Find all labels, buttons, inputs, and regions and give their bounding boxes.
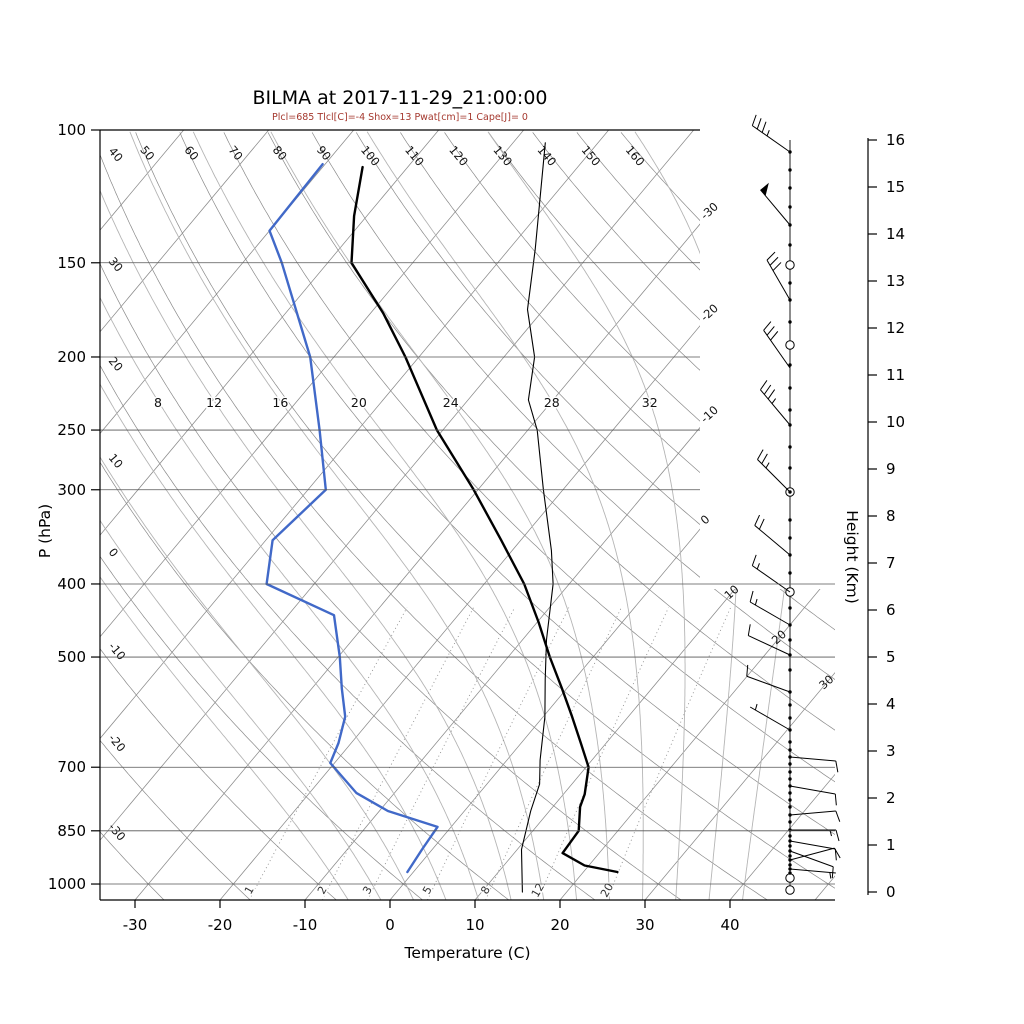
svg-text:200: 200 (57, 348, 86, 366)
svg-text:140: 140 (534, 143, 559, 169)
svg-text:160: 160 (623, 143, 648, 169)
profiles (265, 142, 619, 893)
svg-text:300: 300 (57, 481, 86, 499)
svg-text:32: 32 (642, 395, 658, 410)
svg-text:100: 100 (358, 143, 383, 169)
svg-text:-20: -20 (698, 301, 721, 324)
svg-text:5: 5 (420, 884, 435, 897)
svg-text:1000: 1000 (48, 875, 86, 893)
svg-text:-30: -30 (123, 916, 148, 934)
gridlines (100, 130, 835, 900)
svg-text:13: 13 (886, 272, 905, 290)
svg-text:12: 12 (206, 395, 222, 410)
height-axis-label: Height (Km) (843, 510, 861, 604)
svg-text:700: 700 (57, 758, 86, 776)
svg-text:2: 2 (886, 789, 896, 807)
svg-text:8: 8 (886, 507, 896, 525)
svg-text:28: 28 (544, 395, 560, 410)
sounding-indices-subtitle: Plcl=685 Tlcl[C]=-4 Shox=13 Pwat[cm]=1 C… (272, 112, 528, 123)
svg-text:110: 110 (402, 143, 427, 169)
svg-text:11: 11 (886, 366, 905, 384)
pressure-axis-label: P (hPa) (36, 503, 54, 559)
svg-text:24: 24 (443, 395, 459, 410)
svg-text:40: 40 (106, 144, 126, 164)
temperature-line (350, 165, 619, 874)
wind-barbs (746, 114, 841, 895)
svg-text:7: 7 (886, 554, 896, 572)
svg-text:4: 4 (886, 695, 896, 713)
svg-text:0: 0 (886, 883, 896, 901)
svg-text:0: 0 (106, 545, 121, 560)
svg-text:20: 20 (351, 395, 367, 410)
svg-text:5: 5 (886, 648, 896, 666)
svg-text:9: 9 (886, 460, 896, 478)
svg-text:-30: -30 (106, 820, 129, 843)
svg-text:0: 0 (385, 916, 395, 934)
svg-text:150: 150 (57, 254, 86, 272)
page-title: BILMA at 2017-11-29_21:00:00 (252, 87, 548, 109)
svg-text:150: 150 (579, 143, 604, 169)
x-axis-label: Temperature (C) (404, 944, 531, 962)
svg-text:10: 10 (721, 582, 741, 602)
svg-text:10: 10 (886, 413, 905, 431)
svg-text:30: 30 (106, 254, 126, 274)
svg-text:50: 50 (137, 143, 157, 163)
svg-text:20: 20 (550, 916, 569, 934)
svg-text:40: 40 (720, 916, 739, 934)
svg-text:-10: -10 (106, 639, 129, 662)
svg-text:-20: -20 (208, 916, 233, 934)
svg-text:-30: -30 (698, 199, 721, 222)
svg-text:14: 14 (886, 225, 905, 243)
svg-text:60: 60 (181, 143, 201, 163)
svg-text:850: 850 (57, 822, 86, 840)
svg-text:250: 250 (57, 421, 86, 439)
svg-text:0: 0 (698, 512, 713, 527)
svg-text:12: 12 (886, 319, 905, 337)
svg-text:400: 400 (57, 575, 86, 593)
svg-text:10: 10 (106, 451, 126, 471)
svg-text:70: 70 (226, 143, 246, 163)
svg-text:6: 6 (886, 601, 896, 619)
svg-text:2: 2 (315, 884, 330, 897)
svg-text:1: 1 (886, 836, 896, 854)
svg-text:8: 8 (154, 395, 162, 410)
svg-text:10: 10 (465, 916, 484, 934)
svg-text:100: 100 (57, 121, 86, 139)
svg-text:80: 80 (270, 143, 290, 163)
svg-text:90: 90 (314, 143, 334, 163)
svg-text:-10: -10 (293, 916, 318, 934)
svg-text:16: 16 (272, 395, 288, 410)
svg-text:16: 16 (886, 131, 905, 149)
svg-text:15: 15 (886, 178, 905, 196)
svg-text:3: 3 (886, 742, 896, 760)
svg-text:-10: -10 (698, 403, 721, 426)
parcel-trace-line (520, 142, 554, 893)
svg-text:500: 500 (57, 648, 86, 666)
svg-text:30: 30 (635, 916, 654, 934)
